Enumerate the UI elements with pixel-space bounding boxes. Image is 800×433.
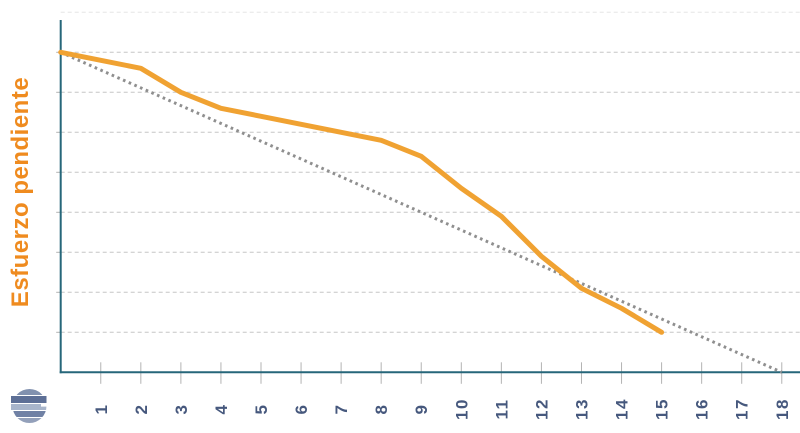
x-tick-label: 9 bbox=[412, 404, 431, 415]
gridlines bbox=[60, 11, 800, 333]
actual-burndown-line bbox=[58, 49, 665, 335]
x-tick-label: 18 bbox=[773, 398, 792, 420]
x-tick-label: 15 bbox=[653, 398, 672, 420]
x-tick-label: 11 bbox=[492, 399, 511, 420]
x-tick-labels: 1 2 3 4 5 6 7 8 9 10 11 12 13 14 15 16 17 18 bbox=[92, 398, 792, 420]
x-tick-label: 1 bbox=[92, 404, 111, 415]
plug-logo-icon bbox=[11, 389, 47, 423]
x-tick-label: 6 bbox=[292, 404, 311, 415]
x-tick-label: 5 bbox=[252, 404, 271, 415]
x-tick-label: 17 bbox=[733, 398, 752, 420]
x-tick-label: 12 bbox=[532, 398, 551, 420]
x-tick-label: 3 bbox=[172, 404, 191, 415]
x-tick-label: 7 bbox=[332, 404, 351, 415]
ideal-trend-line bbox=[60, 50, 783, 374]
x-tick-label: 13 bbox=[572, 398, 591, 420]
x-tick-label: 16 bbox=[693, 398, 712, 420]
axes bbox=[59, 20, 800, 374]
x-tick-label: 10 bbox=[452, 398, 471, 420]
x-tick-label: 2 bbox=[132, 404, 151, 415]
x-tick-label: 8 bbox=[372, 404, 391, 415]
x-tick-label: 4 bbox=[212, 404, 231, 415]
x-tick-label: 14 bbox=[613, 398, 632, 420]
